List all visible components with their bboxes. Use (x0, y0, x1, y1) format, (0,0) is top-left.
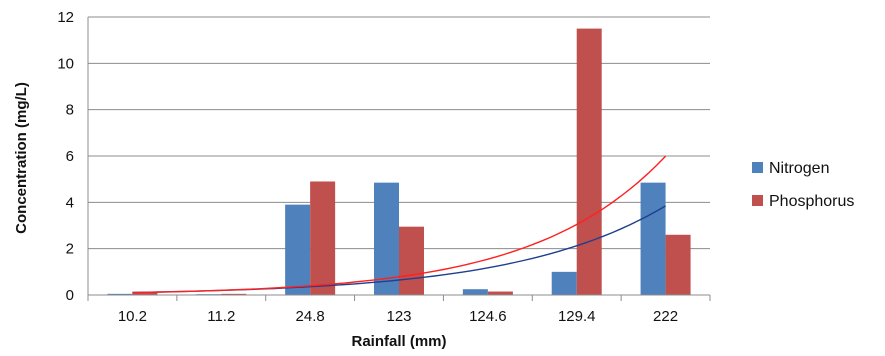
bar-nitrogen-124.6 (462, 289, 488, 295)
bars (107, 28, 691, 295)
bar-phosphorus-11.2 (221, 293, 247, 295)
trendlines (132, 155, 667, 294)
tick-labels: 0 2 4 6 8 10 12 10.2 11.2 24.8 123 124.6 129.4 222 (57, 9, 678, 325)
bar-nitrogen-123 (374, 182, 399, 295)
x-tick-label: 123 (386, 308, 411, 325)
x-tick-label: 124.6 (469, 308, 507, 325)
y-tick-label: 8 (66, 102, 74, 119)
y-tick-label: 6 (66, 148, 74, 165)
x-tick-label: 24.8 (296, 308, 325, 325)
bar-nitrogen-129.4 (551, 271, 577, 295)
x-tick-label: 11.2 (207, 308, 235, 325)
bar-phosphorus-123 (399, 226, 424, 295)
y-tick-label: 10 (57, 55, 74, 72)
y-tick-label: 12 (57, 9, 74, 26)
bar-nitrogen-10.2 (107, 293, 133, 295)
x-tick-label: 10.2 (118, 308, 147, 325)
trendline-phosphorus (132, 155, 667, 294)
y-axis-title: Concentration (mg/L) (13, 82, 30, 234)
bar-phosphorus-10.2 (132, 292, 158, 295)
legend-swatch-phosphorus (752, 195, 763, 206)
legend: Nitrogen Phosphorus (752, 160, 854, 210)
y-tick-label: 4 (66, 194, 74, 211)
bar-phosphorus-24.8 (310, 181, 336, 295)
legend-label-phosphorus: Phosphorus (769, 193, 854, 210)
bar-nitrogen-24.8 (285, 204, 311, 295)
y-tick-label: 2 (66, 241, 74, 258)
bar-phosphorus-222 (665, 234, 691, 295)
bar-phosphorus-129.4 (576, 28, 602, 295)
bar-nitrogen-222 (640, 182, 666, 295)
legend-swatch-nitrogen (752, 162, 763, 173)
legend-label-nitrogen: Nitrogen (769, 160, 829, 177)
x-tick-label: 222 (653, 308, 678, 325)
x-axis-title: Rainfall (mm) (351, 333, 446, 350)
y-tick-label: 0 (66, 287, 74, 304)
bar-phosphorus-124.6 (487, 291, 513, 295)
axes (87, 17, 711, 301)
grid-lines (88, 16, 710, 250)
x-tick-label: 129.4 (558, 308, 596, 325)
